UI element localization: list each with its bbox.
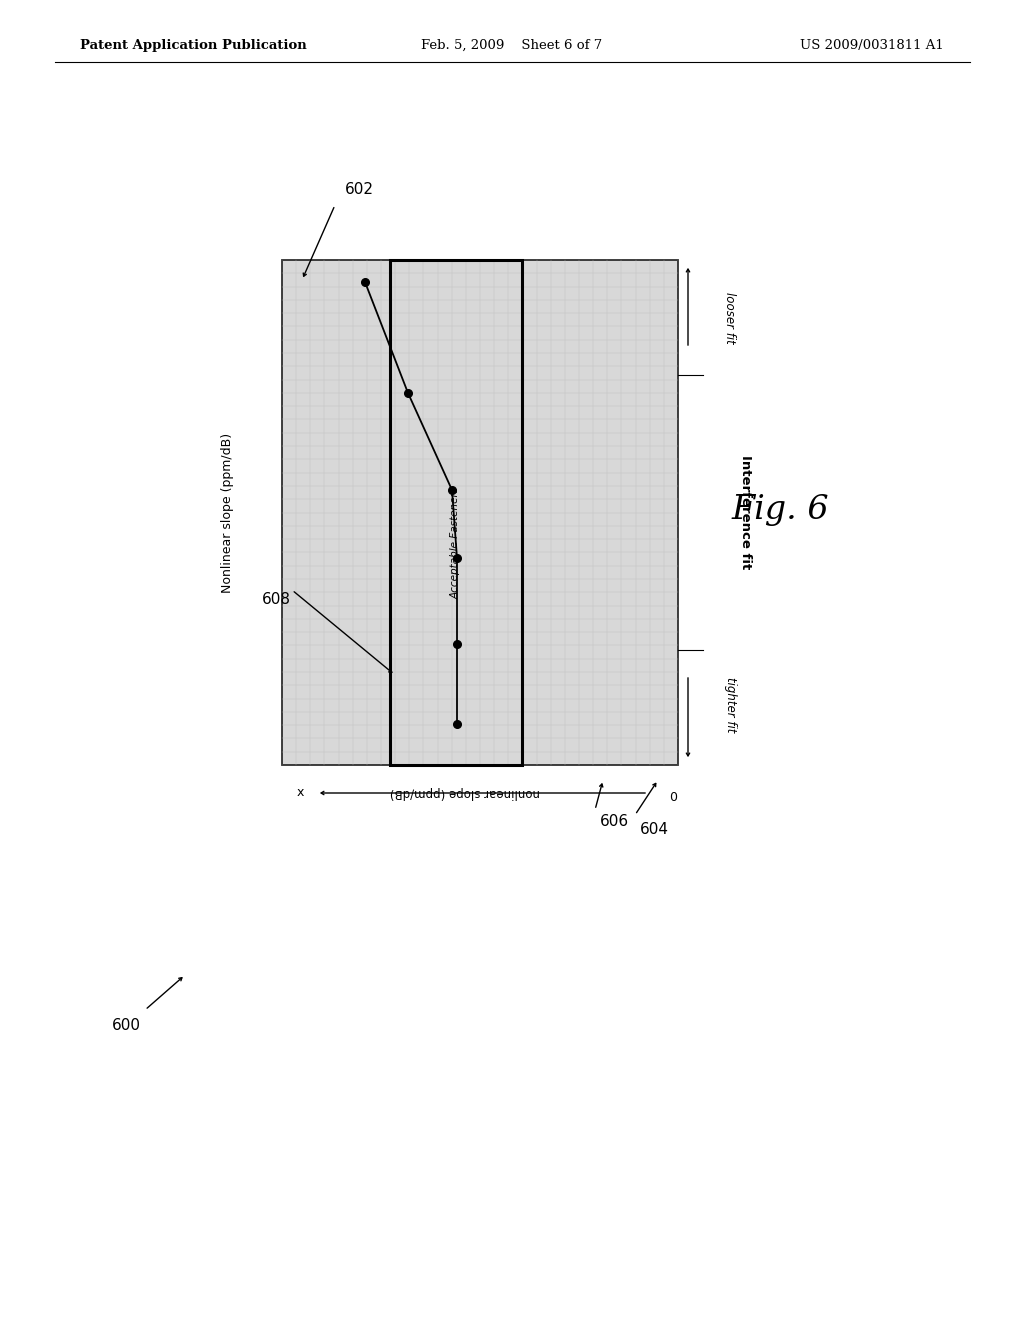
Text: 600: 600 <box>112 1018 141 1032</box>
Text: tighter fit: tighter fit <box>724 677 736 733</box>
Text: nonlinear slope (ppm/dB): nonlinear slope (ppm/dB) <box>390 787 540 800</box>
Text: Acceptable Fasteners: Acceptable Fasteners <box>451 487 461 598</box>
Text: Fig. 6: Fig. 6 <box>731 494 828 525</box>
Text: 608: 608 <box>262 593 291 607</box>
Text: Feb. 5, 2009    Sheet 6 of 7: Feb. 5, 2009 Sheet 6 of 7 <box>421 38 603 51</box>
Text: 0: 0 <box>669 787 677 800</box>
Text: Patent Application Publication: Patent Application Publication <box>80 38 307 51</box>
Bar <box>390 260 522 766</box>
Text: Interference fit: Interference fit <box>738 455 752 570</box>
Text: 602: 602 <box>345 182 374 198</box>
Bar <box>282 260 678 766</box>
Text: looser fit: looser fit <box>724 292 736 345</box>
Text: 604: 604 <box>640 822 669 837</box>
Text: x: x <box>296 787 304 800</box>
Text: Nonlinear slope (ppm/dB): Nonlinear slope (ppm/dB) <box>220 433 233 593</box>
Text: US 2009/0031811 A1: US 2009/0031811 A1 <box>800 38 944 51</box>
Text: 606: 606 <box>600 814 629 829</box>
